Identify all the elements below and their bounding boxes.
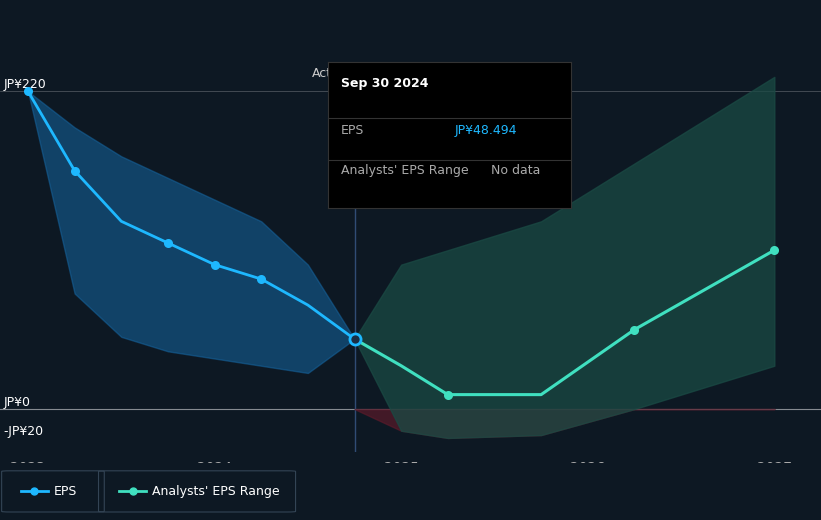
Text: -JP¥20: -JP¥20	[4, 425, 44, 438]
Text: Actual: Actual	[311, 67, 351, 80]
Text: EPS: EPS	[341, 124, 364, 137]
Text: No data: No data	[491, 164, 540, 177]
Text: Sep 30 2024: Sep 30 2024	[341, 77, 428, 90]
Text: EPS: EPS	[53, 485, 76, 498]
Text: JP¥0: JP¥0	[4, 396, 30, 409]
Text: JP¥220: JP¥220	[4, 79, 47, 92]
Text: Analysts Forecasts: Analysts Forecasts	[358, 67, 475, 80]
Text: JP¥48.494: JP¥48.494	[454, 124, 517, 137]
Text: Analysts' EPS Range: Analysts' EPS Range	[341, 164, 468, 177]
Text: Analysts' EPS Range: Analysts' EPS Range	[152, 485, 279, 498]
